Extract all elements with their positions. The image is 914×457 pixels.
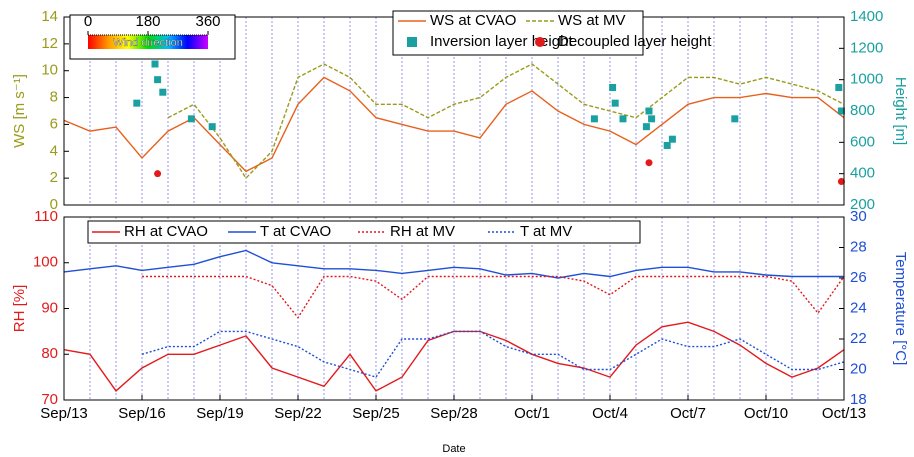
- colorbar-tick-label: 0: [84, 13, 92, 30]
- y-tick-label: 0: [50, 196, 58, 213]
- legend-label: WS at MV: [558, 12, 626, 29]
- line: [141, 330, 845, 378]
- legend-marker: [535, 37, 545, 47]
- y2-tick-label: 200: [850, 196, 875, 213]
- marker: [731, 115, 739, 123]
- legend-label: WS at CVAO: [430, 12, 516, 29]
- y-tick-label: 10: [41, 62, 58, 79]
- line: [167, 63, 845, 180]
- x-tick-label: Oct/4: [592, 405, 628, 422]
- y2-tick-label: 18: [850, 391, 867, 408]
- marker: [619, 115, 627, 123]
- y2-tick-label: 28: [850, 238, 867, 255]
- y2-tick-label: 30: [850, 208, 867, 225]
- y2-tick-label: 800: [850, 102, 875, 119]
- marker: [837, 107, 845, 115]
- x-tick-label: Sep/19: [196, 405, 244, 422]
- line: [63, 321, 845, 392]
- y2-tick-label: 24: [850, 299, 867, 316]
- marker: [154, 170, 162, 178]
- y-tick-label: 12: [41, 35, 58, 52]
- x-tick-label: Sep/28: [430, 405, 478, 422]
- y-tick-label: 14: [41, 8, 58, 25]
- y-tick-label: 4: [50, 142, 58, 159]
- y2-tick-label: 400: [850, 165, 875, 182]
- x-tick-label: Oct/1: [514, 405, 550, 422]
- line: [63, 249, 844, 279]
- y-axis-label: WS [m s⁻¹]: [11, 74, 28, 148]
- y2-tick-label: 1000: [850, 71, 883, 88]
- legend-label: T at MV: [520, 223, 572, 240]
- line: [142, 275, 845, 319]
- x-tick-label: Oct/13: [822, 405, 866, 422]
- marker: [648, 115, 656, 123]
- y2-tick-label: 20: [850, 360, 867, 377]
- marker: [668, 135, 676, 143]
- y2-axis-label: Temperature [°C]: [892, 252, 909, 366]
- marker: [611, 99, 619, 107]
- marker: [609, 84, 617, 91]
- y-tick-label: 80: [41, 345, 58, 362]
- y-tick-label: 90: [41, 299, 58, 316]
- marker: [642, 123, 650, 131]
- y2-tick-label: 1200: [850, 39, 883, 56]
- marker: [837, 178, 845, 185]
- x-tick-label: Sep/13: [40, 405, 88, 422]
- x-axis-label: Date: [442, 443, 465, 455]
- legend-label: T at CVAO: [260, 223, 331, 240]
- legend-label: Inversion layer height: [430, 33, 573, 50]
- y-tick-label: 110: [34, 208, 58, 225]
- colorbar: [88, 35, 208, 49]
- marker: [208, 123, 216, 131]
- colorbar-label: Wind direction: [113, 37, 183, 49]
- x-tick-label: Oct/10: [744, 405, 788, 422]
- x-tick-label: Oct/7: [670, 405, 706, 422]
- legend-label: RH at MV: [390, 223, 455, 240]
- marker: [154, 76, 162, 84]
- legend-label: RH at CVAO: [124, 223, 208, 240]
- colorbar-tick-label: 360: [195, 13, 220, 30]
- y2-tick-label: 22: [850, 330, 867, 347]
- plot-frame: [63, 216, 845, 401]
- legend-box: [392, 10, 644, 56]
- y-tick-label: 8: [50, 89, 58, 106]
- y-tick-label: 70: [41, 391, 58, 408]
- x-tick-label: Sep/25: [352, 405, 400, 422]
- x-tick-label: Sep/22: [274, 405, 322, 422]
- legend-label: Decoupled layer height: [558, 33, 712, 50]
- marker: [159, 88, 167, 96]
- y2-axis-label: Height [m]: [892, 77, 909, 145]
- marker: [645, 159, 653, 167]
- marker: [151, 60, 159, 68]
- marker: [645, 107, 653, 115]
- marker: [187, 115, 195, 123]
- y2-tick-label: 600: [850, 133, 875, 150]
- marker: [663, 141, 671, 149]
- y-axis-label: RH [%]: [11, 285, 28, 333]
- marker: [835, 84, 843, 91]
- marker: [133, 99, 141, 107]
- y2-tick-label: 1400: [850, 8, 883, 25]
- y-tick-label: 6: [50, 115, 58, 132]
- colorbar-tick-label: 180: [135, 13, 160, 30]
- y-tick-label: 2: [50, 169, 58, 186]
- y-tick-label: 100: [33, 254, 58, 271]
- y2-tick-label: 26: [850, 269, 867, 286]
- legend-marker: [407, 37, 417, 47]
- marker: [590, 115, 598, 123]
- x-tick-label: Sep/16: [118, 405, 166, 422]
